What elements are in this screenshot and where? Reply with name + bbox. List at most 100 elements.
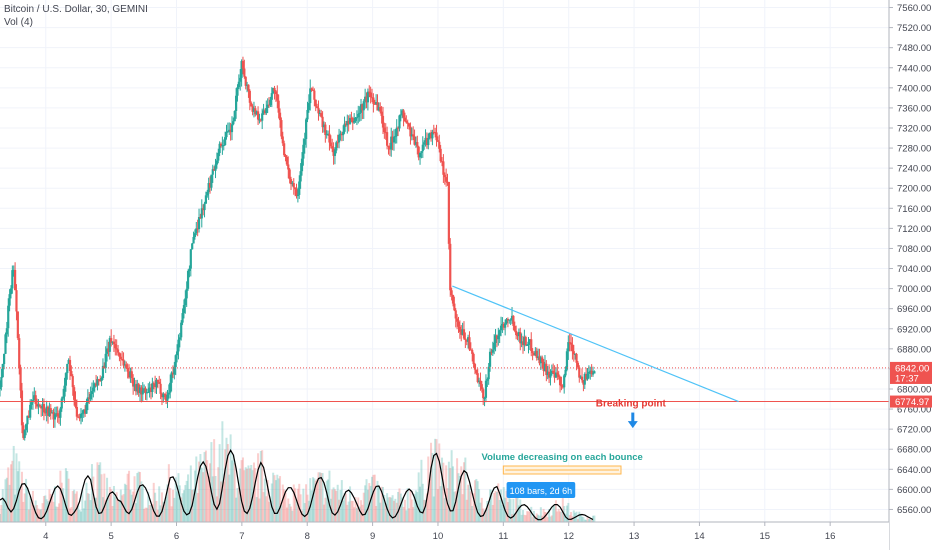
volume-bar: [44, 495, 47, 522]
candle-body: [235, 95, 238, 111]
candle-body: [287, 164, 290, 170]
candle-body: [468, 337, 471, 350]
volume-bar: [548, 508, 551, 522]
candle-body: [336, 142, 339, 144]
candle-body: [26, 415, 29, 425]
volume-bar: [147, 491, 150, 522]
candle-body: [436, 140, 439, 142]
candle-body: [501, 323, 504, 326]
volume-bar: [117, 498, 120, 522]
volume-bar: [321, 473, 324, 522]
candle-body: [252, 108, 256, 112]
volume-bar: [546, 517, 549, 522]
volume-bar: [112, 485, 115, 522]
volume-bar: [539, 507, 542, 522]
volume-bar: [549, 516, 552, 522]
candle-body: [145, 392, 148, 394]
volume-bar: [56, 506, 59, 522]
candle-body: [99, 379, 102, 381]
volume-bar: [350, 500, 353, 522]
candle-body: [224, 137, 227, 146]
candle-body: [240, 61, 243, 78]
candle-body: [211, 169, 214, 175]
y-tick-label: 6680.00: [897, 445, 931, 456]
volume-bar: [464, 457, 467, 522]
volume-bar: [60, 482, 63, 522]
volume-bar: [5, 477, 8, 522]
candle-body: [333, 150, 337, 156]
volume-bar: [92, 476, 95, 522]
candle-body: [384, 132, 387, 134]
candle-body: [484, 380, 488, 398]
candle-body: [70, 371, 73, 377]
candle-body: [270, 93, 273, 100]
volume-bar: [29, 496, 32, 522]
candle-body: [167, 392, 170, 395]
candle-body: [134, 384, 137, 392]
candle-body: [317, 107, 320, 114]
volume-bar: [409, 490, 412, 522]
volume-bar: [519, 499, 522, 522]
volume-bar: [115, 492, 118, 522]
volume-bar: [561, 496, 564, 522]
candle-body: [547, 371, 551, 378]
volume-bar: [373, 474, 376, 522]
volume-bar: [272, 472, 275, 522]
candle-body: [34, 395, 37, 404]
y-tick-label: 6760.00: [897, 405, 931, 416]
volume-bar: [25, 478, 28, 522]
candle-body: [357, 113, 360, 118]
volume-bar: [139, 472, 142, 522]
candle-body: [166, 394, 169, 401]
volume-bar: [257, 453, 260, 522]
candle-body: [191, 243, 194, 250]
candle-body: [305, 119, 308, 140]
candle-body: [269, 99, 272, 106]
volume-bar: [593, 515, 596, 522]
y-tick-label: 7240.00: [897, 164, 931, 175]
volume-bar: [63, 500, 66, 522]
volume-bar: [432, 496, 435, 522]
candle-body: [188, 268, 191, 272]
candle-body: [9, 288, 13, 295]
candle-body: [386, 132, 389, 146]
candle-body: [245, 84, 249, 86]
volume-bar: [277, 478, 280, 522]
volume-bar: [392, 500, 395, 522]
volume-bar: [71, 491, 74, 522]
volume-bar: [300, 510, 303, 522]
volume-bar: [250, 464, 253, 522]
candle-body: [138, 387, 142, 393]
volume-bar: [213, 439, 216, 522]
candle-body: [114, 344, 117, 349]
volume-bar: [129, 489, 132, 522]
y-tick-label: 7440.00: [897, 63, 931, 74]
volume-bar: [435, 439, 438, 522]
candle-body: [300, 158, 304, 172]
y-tick-label: 7480.00: [897, 43, 931, 54]
candle-body: [75, 406, 78, 417]
volume-bar: [145, 507, 148, 522]
candle-body: [325, 134, 328, 136]
volume-bar: [531, 516, 534, 522]
candle-body: [155, 380, 158, 388]
candle-body: [457, 321, 460, 327]
volume-bar: [303, 503, 306, 522]
candle-body: [11, 270, 14, 289]
volume-bar: [288, 503, 291, 522]
candle-body: [195, 228, 198, 234]
volume-bar: [349, 486, 352, 522]
candle-body: [513, 325, 516, 331]
volume-bar: [420, 459, 423, 522]
volume-bar: [314, 480, 317, 522]
candle-body: [331, 146, 334, 149]
candle-body: [148, 387, 151, 393]
candle-body: [52, 412, 55, 420]
breaking-point-label: Breaking point: [596, 399, 667, 410]
volume-bar: [196, 492, 199, 522]
candle-body: [53, 414, 57, 420]
volume-bar: [180, 497, 183, 522]
volume-bar: [143, 508, 146, 522]
